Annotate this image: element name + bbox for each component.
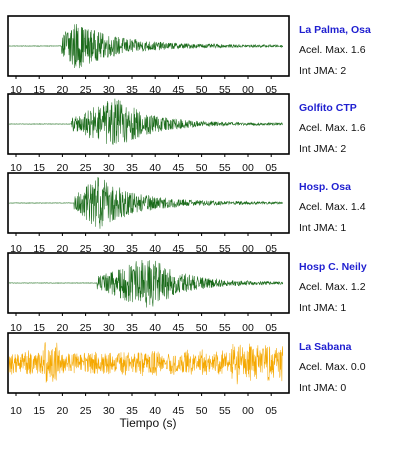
x-tick-label: 45 [173,405,185,417]
x-tick-label: 15 [33,162,45,174]
acel-max-label: Acel. Max. 0.0 [299,361,366,373]
x-tick-label: 25 [80,405,92,417]
int-jma-label: Int JMA: 2 [299,143,346,155]
x-tick-label: 05 [265,405,277,417]
station-name: La Sabana [299,341,352,353]
x-tick-label: 20 [57,322,69,334]
x-tick-label: 15 [33,243,45,255]
station-name: Hosp. Osa [299,181,351,193]
x-tick-label: 50 [196,322,208,334]
station-name: La Palma, Osa [299,24,371,36]
x-tick-label: 30 [103,322,115,334]
x-tick-label: 05 [265,243,277,255]
x-tick-label: 40 [149,322,161,334]
x-tick-label: 05 [265,84,277,96]
acel-max-label: Acel. Max. 1.2 [299,281,366,293]
x-tick-label: 05 [265,162,277,174]
x-tick-label: 55 [219,162,231,174]
x-tick-label: 25 [80,162,92,174]
x-tick-label: 45 [173,84,185,96]
x-tick-label: 15 [33,322,45,334]
x-tick-label: 35 [126,322,138,334]
waveform-trace [8,177,284,229]
x-tick-label: 25 [80,84,92,96]
x-tick-label: 35 [126,84,138,96]
x-tick-label: 55 [219,84,231,96]
x-tick-label: 25 [80,322,92,334]
x-tick-label: 55 [219,243,231,255]
x-tick-label: 00 [242,405,254,417]
panel-3: 10 15 20 25 30 35 40 45 50 55 00 05 Hosp. Osa Acel. M… [7,172,366,255]
waveform-trace [8,24,284,69]
x-tick-label: 00 [242,243,254,255]
x-tick-label: 45 [173,322,185,334]
waveform-trace [8,342,284,385]
int-jma-label: Int JMA: 2 [299,65,346,77]
x-tick-label: 30 [103,243,115,255]
x-tick-label: 50 [196,405,208,417]
int-jma-label: Int JMA: 0 [299,382,346,394]
x-tick-label: 00 [242,162,254,174]
x-tick-label: 10 [10,84,22,96]
x-tick-label: 55 [219,405,231,417]
waveform-trace [8,259,284,308]
station-name: Hosp C. Neily [299,261,367,273]
x-tick-label: 15 [33,84,45,96]
x-tick-label: 00 [242,322,254,334]
x-tick-label: 20 [57,405,69,417]
x-tick-label: 10 [10,405,22,417]
x-tick-label: 45 [173,243,185,255]
x-tick-label: 35 [126,162,138,174]
panel-1: 10 15 20 25 30 35 40 45 50 55 00 05 La Palma, Osa Ace… [7,15,371,96]
x-tick-label: 10 [10,162,22,174]
x-tick-label: 20 [57,162,69,174]
waveform-trace [8,98,283,145]
x-tick-label: 40 [149,84,161,96]
panel-2: 10 15 20 25 30 35 40 45 50 55 00 05 Golfito CTP Acel.… [7,93,366,174]
station-name: Golfito CTP [299,102,357,114]
x-tick-label: 35 [126,243,138,255]
x-tick-label: 40 [149,162,161,174]
x-axis-title: Tiempo (s) [120,416,177,430]
x-tick-label: 20 [57,243,69,255]
x-tick-label: 20 [57,84,69,96]
x-tick-label: 30 [103,84,115,96]
x-tick-label: 40 [149,243,161,255]
x-tick-label: 55 [219,322,231,334]
x-tick-label: 30 [103,162,115,174]
x-tick-label: 45 [173,162,185,174]
x-tick-label: 15 [33,405,45,417]
x-tick-label: 50 [196,162,208,174]
panel-5: 10 15 20 25 30 35 40 45 50 55 00 05 La Sabana Acel. M… [7,332,366,417]
x-tick-label: 40 [149,405,161,417]
x-tick-label: 10 [10,322,22,334]
acel-max-label: Acel. Max. 1.6 [299,122,366,134]
acel-max-label: Acel. Max. 1.6 [299,44,366,56]
int-jma-label: Int JMA: 1 [299,222,346,234]
x-tick-label: 30 [103,405,115,417]
x-tick-label: 50 [196,243,208,255]
x-tick-label: 25 [80,243,92,255]
x-tick-label: 35 [126,405,138,417]
panel-4: 10 15 20 25 30 35 40 45 50 55 00 05 Hosp C. Neily Ace… [7,252,367,334]
x-tick-label: 50 [196,84,208,96]
x-tick-label: 05 [265,322,277,334]
x-tick-label: 00 [242,84,254,96]
int-jma-label: Int JMA: 1 [299,302,346,314]
seismogram-panels: 10 15 20 25 30 35 40 45 50 55 00 05 La Palma, Osa Ace… [7,15,371,417]
acel-max-label: Acel. Max. 1.4 [299,201,366,213]
x-tick-label: 10 [10,243,22,255]
